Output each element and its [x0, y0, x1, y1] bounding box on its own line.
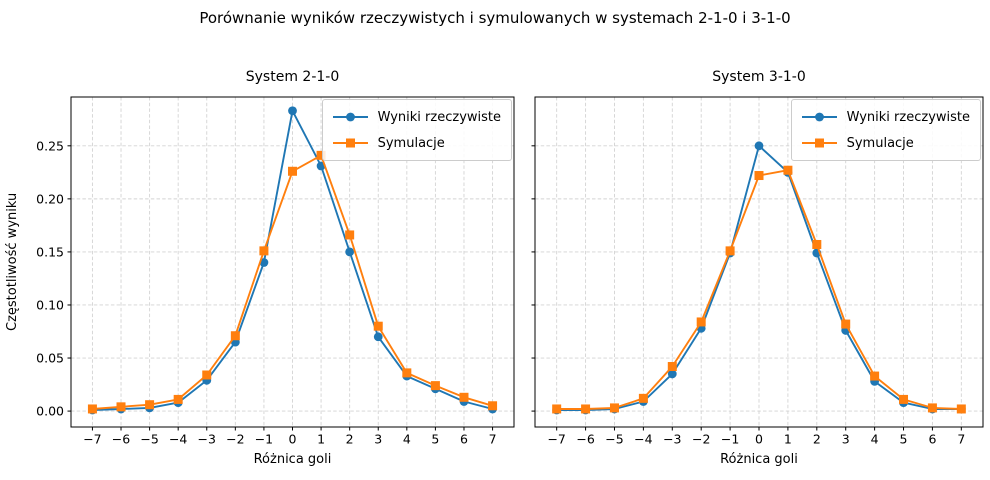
data-point-marker [696, 317, 706, 327]
y-tick-label: 0.05 [36, 351, 64, 366]
data-point-marker [927, 403, 937, 413]
data-point-marker [459, 392, 469, 402]
data-point-marker [173, 394, 183, 404]
x-tick-label: 2 [813, 432, 821, 447]
x-tick-label: −4 [169, 432, 187, 447]
legend: Wyniki rzeczywiste Symulacje [321, 99, 512, 161]
y-tick-label: 0.10 [36, 297, 64, 312]
legend: Wyniki rzeczywiste Symulacje [790, 99, 981, 161]
y-tick-label: 0.20 [36, 191, 64, 206]
x-tick-label: 6 [460, 432, 468, 447]
x-tick-label: −6 [112, 432, 130, 447]
x-tick-label: 0 [289, 432, 297, 447]
line-circle-marker-icon [332, 112, 368, 122]
data-point-marker [783, 165, 793, 175]
legend-entry-real-results: Wyniki rzeczywiste [801, 105, 970, 129]
x-axis-label-left: Różnica goli [253, 452, 332, 467]
subplot: −7 −6 −5 −4 −3 −2 −1 0 1 2 3 4 5 6 7 [531, 96, 984, 447]
data-point-marker [754, 141, 764, 151]
x-tick-label: 2 [346, 432, 354, 447]
x-tick-label: −7 [83, 432, 101, 447]
legend-label: Wyniki rzeczywiste [846, 109, 970, 125]
data-point-marker [373, 321, 383, 331]
line-circle-marker-icon [801, 112, 837, 122]
data-point-marker [870, 371, 880, 381]
data-point-marker [145, 400, 155, 410]
x-tick-label: −3 [198, 432, 216, 447]
x-tick-label: −5 [140, 432, 158, 447]
data-point-marker [288, 166, 297, 176]
x-tick-label: −4 [634, 432, 652, 447]
line-square-marker-icon [801, 138, 837, 148]
y-axis-label: Częstotliwość wyniku [5, 192, 20, 332]
data-point-marker [488, 401, 498, 411]
x-tick-label: 7 [489, 432, 497, 447]
legend-label: Wyniki rzeczywiste [377, 109, 501, 125]
x-tick-label: 4 [871, 432, 879, 447]
x-tick-label: 1 [784, 432, 792, 447]
y-tick-label: 0.25 [36, 138, 64, 153]
data-point-marker [230, 331, 240, 341]
data-point-marker [402, 368, 412, 378]
data-point-marker [667, 362, 677, 372]
data-point-marker [956, 404, 966, 414]
data-point-marker [609, 403, 619, 413]
data-point-marker [899, 394, 909, 404]
x-tick-label: −1 [721, 432, 739, 447]
legend-label: Symulacje [846, 135, 914, 151]
subplot: −7 −6 −5 −4 −3 −2 −1 0 1 2 3 4 5 6 7 0.00 0.05 0.10 0.15 0.… [36, 96, 515, 447]
data-point-marker [841, 319, 851, 329]
x-tick-label: −5 [605, 432, 623, 447]
data-point-marker [345, 230, 355, 240]
x-tick-label: −2 [692, 432, 710, 447]
data-point-marker [288, 106, 297, 116]
chart-title-system-2-1-0: System 2-1-0 [245, 69, 340, 85]
x-tick-label: −2 [226, 432, 244, 447]
x-tick-label: −3 [663, 432, 681, 447]
x-tick-label: 3 [374, 432, 382, 447]
legend-label: Symulacje [377, 135, 445, 151]
data-point-marker [373, 332, 383, 342]
data-point-marker [202, 370, 212, 380]
data-point-marker [316, 150, 326, 160]
legend-entry-simulations: Symulacje [801, 131, 970, 155]
data-point-marker [812, 239, 822, 249]
legend-entry-simulations: Symulacje [332, 131, 501, 155]
data-point-marker [87, 404, 97, 414]
data-point-marker [259, 246, 269, 256]
x-axis-label-right: Różnica goli [720, 452, 798, 467]
x-tick-label: −6 [576, 432, 594, 447]
data-point-marker [116, 402, 126, 412]
x-tick-label: 0 [755, 432, 763, 447]
x-tick-label: 1 [317, 432, 325, 447]
x-tick-label: 6 [928, 432, 936, 447]
data-point-marker [667, 369, 677, 379]
x-tick-label: 4 [403, 432, 411, 447]
figure-title: Porównanie wyników rzeczywistych i symul… [199, 9, 791, 27]
data-point-marker [345, 247, 355, 257]
data-point-marker [430, 381, 440, 391]
x-tick-label: −1 [255, 432, 273, 447]
chart-title-system-3-1-0: System 3-1-0 [712, 69, 806, 85]
data-point-marker [638, 393, 648, 403]
x-tick-label: −7 [547, 432, 565, 447]
x-tick-label: 3 [842, 432, 850, 447]
legend-entry-real-results: Wyniki rzeczywiste [332, 105, 501, 129]
x-tick-label: 5 [900, 432, 908, 447]
line-square-marker-icon [332, 138, 368, 148]
y-tick-label: 0.00 [36, 404, 64, 419]
y-tick-label: 0.15 [36, 244, 64, 259]
data-point-marker [581, 404, 591, 414]
data-point-marker [725, 246, 735, 256]
x-tick-label: 5 [431, 432, 439, 447]
data-point-marker [754, 171, 764, 181]
data-point-marker [552, 404, 562, 414]
x-tick-label: 7 [957, 432, 965, 447]
